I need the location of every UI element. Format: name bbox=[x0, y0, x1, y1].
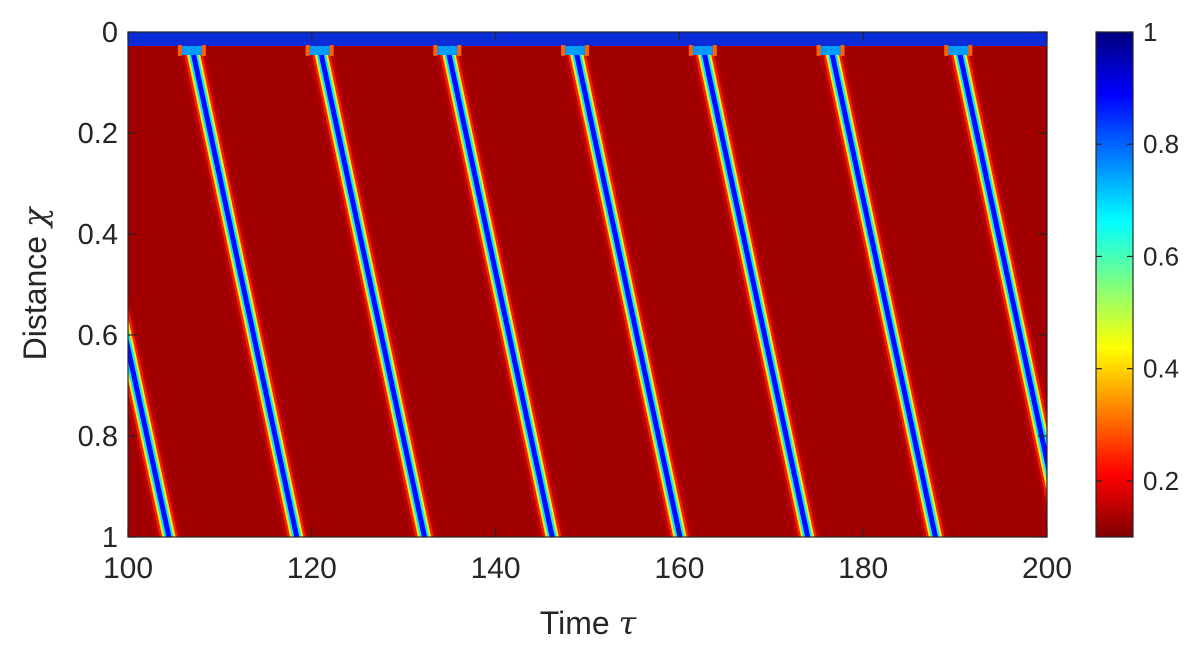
plot-frame bbox=[127, 31, 1048, 538]
colorbar-ticks: 0.2 0.4 0.6 0.8 1 bbox=[1096, 17, 1179, 496]
y-axis-label: Distance χ bbox=[16, 206, 54, 360]
x-tick-label: 100 bbox=[103, 552, 153, 585]
y-tick-label: 0.8 bbox=[78, 421, 118, 453]
x-tick-label: 200 bbox=[1022, 552, 1072, 585]
colorbar-tick-label: 0.4 bbox=[1143, 354, 1179, 384]
y-tick-label: 0 bbox=[102, 17, 118, 49]
y-tick-label: 0.4 bbox=[78, 219, 118, 251]
wave-front-line bbox=[561, 45, 693, 537]
colorbar-tick-label: 0.8 bbox=[1143, 129, 1179, 159]
colorbar-tick-label: 0.2 bbox=[1143, 466, 1179, 496]
x-tick-label: 180 bbox=[838, 552, 888, 585]
colorbar-tick-label: 0.6 bbox=[1143, 241, 1179, 271]
colorbar-gradient bbox=[1095, 31, 1134, 538]
y-tick-label: 1 bbox=[102, 522, 118, 554]
y-axis: 0 0.2 0.4 0.6 0.8 1 bbox=[78, 17, 1047, 554]
heatmap bbox=[128, 32, 1047, 537]
wave-front-line bbox=[177, 45, 310, 537]
boundary-strip bbox=[128, 32, 1047, 46]
colorbar: 0.2 0.4 0.6 0.8 1 bbox=[1095, 17, 1179, 538]
x-tick-label: 120 bbox=[287, 552, 337, 585]
colorbar-tick-label: 1 bbox=[1143, 17, 1157, 47]
wave-front-line bbox=[128, 292, 182, 537]
wave-front-line bbox=[433, 45, 565, 537]
wave-front-line bbox=[688, 45, 821, 537]
x-tick-label: 160 bbox=[654, 552, 704, 585]
x-tick-label: 140 bbox=[471, 552, 521, 585]
y-tick-label: 0.6 bbox=[78, 320, 118, 352]
y-tick-label: 0.2 bbox=[78, 118, 118, 150]
x-axis-label: Time τ bbox=[540, 604, 638, 642]
wave-front-line bbox=[816, 45, 948, 537]
wave-front-line bbox=[944, 45, 1047, 519]
x-axis: 100 120 140 160 180 200 bbox=[103, 32, 1072, 585]
wave-front-line bbox=[305, 45, 437, 537]
wave-fronts bbox=[128, 45, 1047, 537]
